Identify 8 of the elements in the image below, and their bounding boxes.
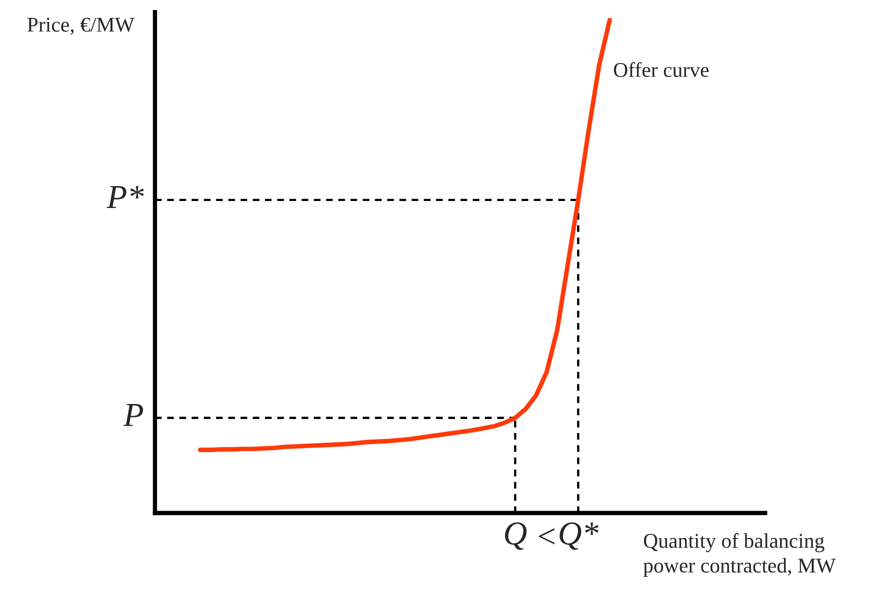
ref-line-label: P* (106, 186, 144, 208)
text: < (538, 528, 554, 544)
x-axis-title: Quantity of balancing power contracted, MW (643, 533, 836, 577)
x-tick-label: Q (504, 522, 527, 550)
y-axis-title: Price, €/MW (27, 18, 134, 35)
annotation: Offer curve (614, 62, 709, 78)
x-tick-label: Q* (560, 522, 599, 550)
ref-line-label: P (123, 404, 144, 426)
